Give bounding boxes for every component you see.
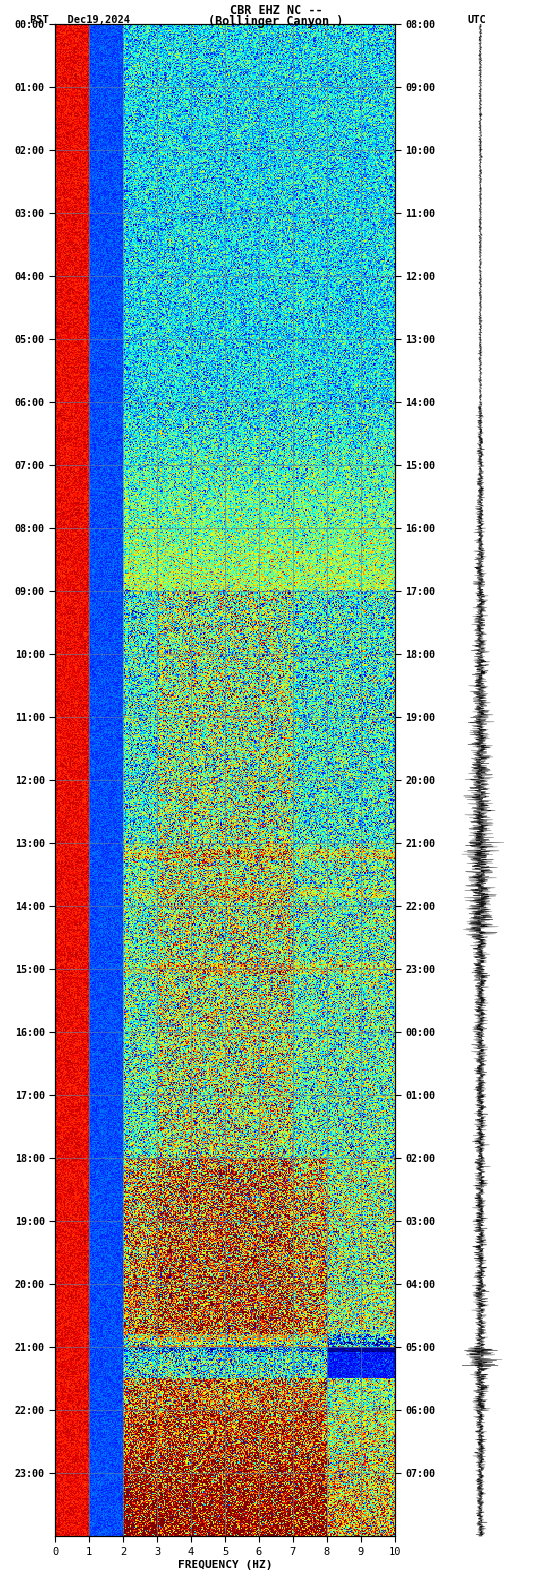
X-axis label: FREQUENCY (HZ): FREQUENCY (HZ)	[178, 1560, 272, 1570]
Text: UTC: UTC	[467, 14, 486, 25]
Text: PST   Dec19,2024: PST Dec19,2024	[30, 14, 130, 25]
Text: (Bollinger Canyon ): (Bollinger Canyon )	[208, 14, 344, 29]
Text: CBR EHZ NC --: CBR EHZ NC --	[230, 3, 322, 17]
